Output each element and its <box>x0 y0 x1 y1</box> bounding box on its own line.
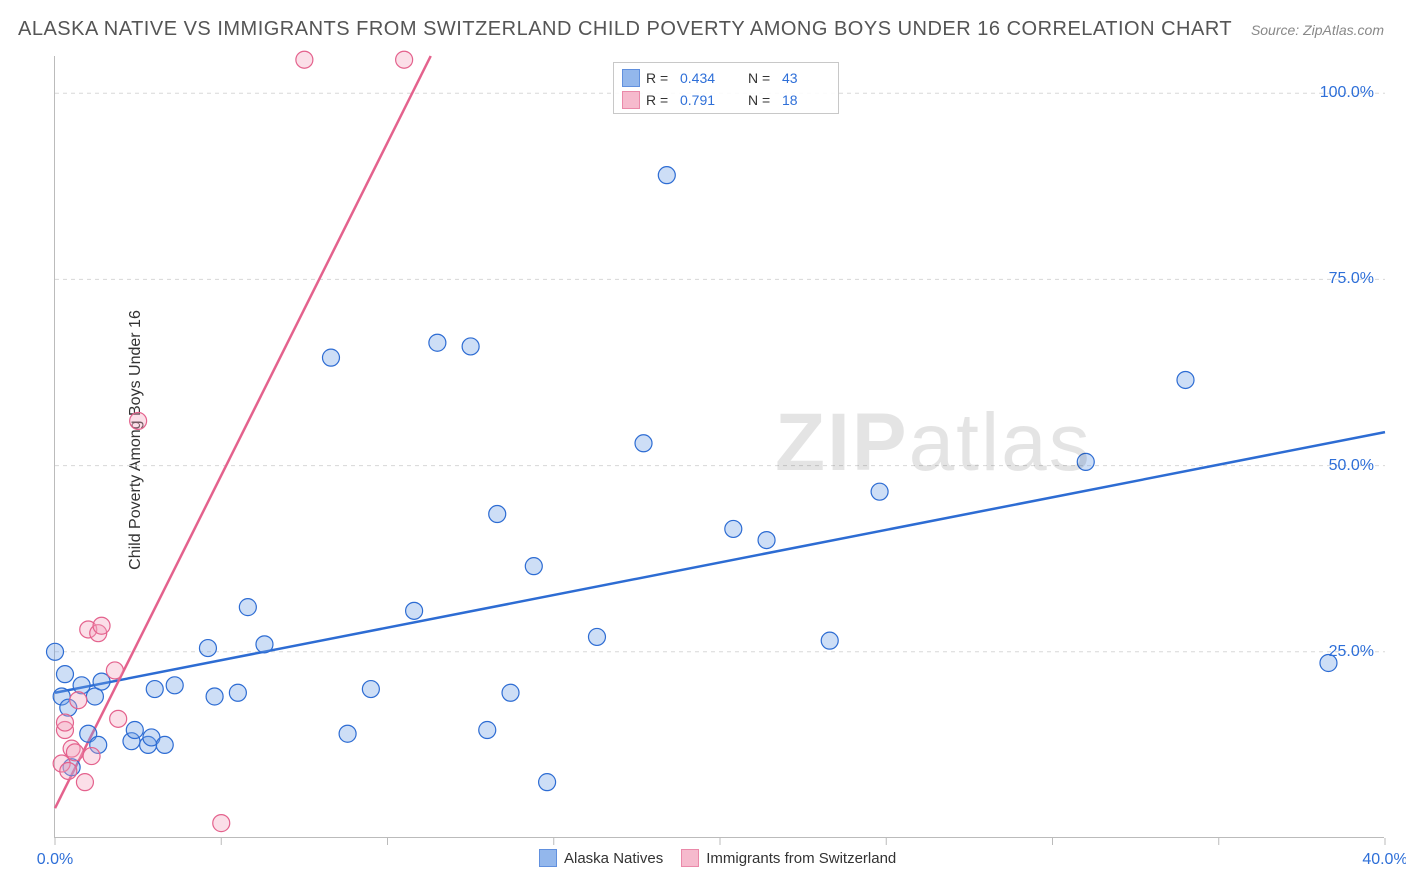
chart-container: ALASKA NATIVE VS IMMIGRANTS FROM SWITZER… <box>0 0 1406 892</box>
ytick-label: 100.0% <box>1320 84 1384 102</box>
legend-item-switzerland: Immigrants from Switzerland <box>681 849 896 867</box>
legend-swatch-alaska <box>539 849 557 867</box>
legend-label-switzerland: Immigrants from Switzerland <box>706 850 896 867</box>
ytick-label: 25.0% <box>1329 643 1384 661</box>
source-label: Source: ZipAtlas.com <box>1251 22 1384 38</box>
plot-area: ZIPatlas 25.0% 50.0% 75.0% 100.0% 0.0% 4… <box>54 56 1384 838</box>
legend-r-value: 0.434 <box>680 70 728 86</box>
legend-correlation: R = 0.434 N = 43 R = 0.791 N = 18 <box>613 62 839 114</box>
legend-swatch-switzerland <box>622 91 640 109</box>
plot-svg <box>55 56 1385 838</box>
legend-r-value: 0.791 <box>680 92 728 108</box>
legend-swatch-switzerland <box>681 849 699 867</box>
xtick-label: 40.0% <box>1362 851 1406 869</box>
legend-n-label: N = <box>748 92 776 108</box>
chart-title: ALASKA NATIVE VS IMMIGRANTS FROM SWITZER… <box>18 18 1232 41</box>
legend-label-alaska: Alaska Natives <box>564 850 663 867</box>
xtick-label: 0.0% <box>37 851 73 869</box>
legend-n-label: N = <box>748 70 776 86</box>
legend-n-value: 43 <box>782 70 830 86</box>
legend-swatch-alaska <box>622 69 640 87</box>
ytick-label: 75.0% <box>1329 270 1384 288</box>
legend-r-label: R = <box>646 70 674 86</box>
legend-series: Alaska Natives Immigrants from Switzerla… <box>539 849 896 867</box>
legend-row-switzerland: R = 0.791 N = 18 <box>622 89 830 111</box>
legend-r-label: R = <box>646 92 674 108</box>
legend-n-value: 18 <box>782 92 830 108</box>
legend-row-alaska: R = 0.434 N = 43 <box>622 67 830 89</box>
ytick-label: 50.0% <box>1329 457 1384 475</box>
legend-item-alaska: Alaska Natives <box>539 849 663 867</box>
